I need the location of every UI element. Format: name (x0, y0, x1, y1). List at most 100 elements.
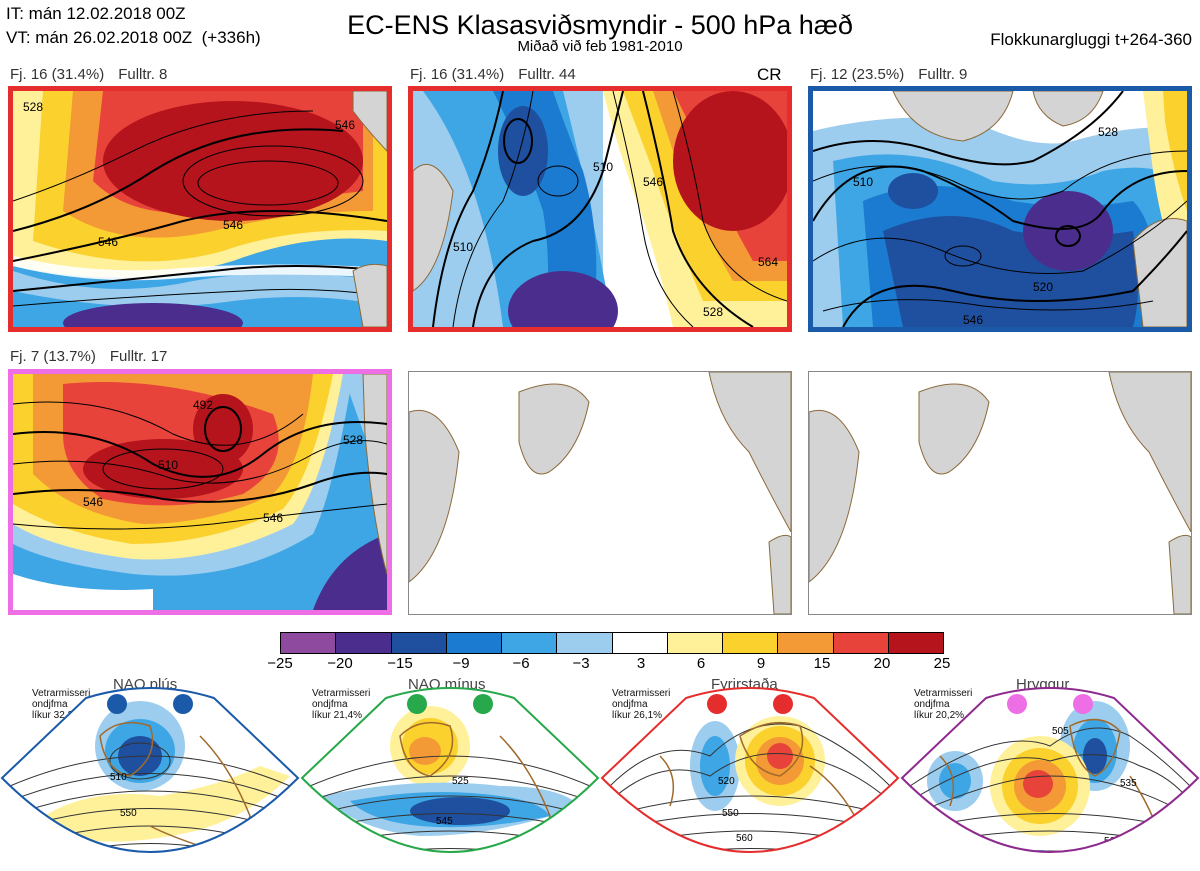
colorbar-segment (391, 633, 447, 653)
note-line: ondjfma (312, 699, 348, 710)
contour-label: 560 (736, 833, 753, 844)
note-line: Vetrarmisseri (914, 688, 973, 699)
contour-label: 528 (703, 305, 723, 319)
contour-label: 510 (110, 772, 127, 783)
empty-map-panel-6 (808, 371, 1192, 615)
anomaly-map-2: 510 510 546 564 528 (413, 91, 787, 327)
regime-map: 505 535 560 (900, 687, 1200, 853)
note-line: ondjfma (914, 699, 950, 710)
contour-label: 550 (120, 808, 137, 819)
colorbar-segment (667, 633, 723, 653)
contour-label: 545 (436, 816, 453, 827)
contour-label: 546 (963, 313, 983, 327)
contour-label: 510 (593, 160, 613, 174)
contour-label: 546 (335, 118, 355, 132)
blank-map-6 (809, 372, 1191, 614)
contour-label: 520 (1033, 280, 1053, 294)
colorbar-tick: 20 (873, 655, 891, 672)
panel-2-tag: CR (757, 65, 782, 84)
contour-label: 520 (718, 776, 735, 787)
panel-3-member: Fulltr. 9 (918, 66, 968, 83)
contour-label: 528 (1098, 125, 1118, 139)
regime-blocking: Vetrarmisseri ondjfma líkur 26,1% Fyrirs… (600, 676, 900, 871)
anomaly-map-1: 546 546 546 528 (13, 91, 387, 327)
colorbar-tick: −15 (387, 655, 413, 672)
contour-label: 550 (722, 808, 739, 819)
contour-label: 492 (193, 398, 213, 412)
contour-label: 546 (83, 495, 103, 509)
regime-note: Vetrarmisseri ondjfma líkur 26,1% (612, 688, 670, 721)
contour-label: 546 (263, 511, 283, 525)
note-line: ondjfma (32, 699, 68, 710)
colorbar-tick: −9 (452, 655, 470, 672)
classification-window: Flokkunargluggi t+264-360 (990, 30, 1192, 49)
map-panel-3: 510 520 528 546 (808, 86, 1192, 332)
anomaly-map-4: 492 510 528 546 546 (13, 374, 387, 610)
regime-nao-minus: Vetrarmisseri ondjfma líkur 21,4% NAO mí… (300, 676, 600, 871)
note-line: líkur 20,2% (914, 710, 965, 721)
regime-map: 510 550 (0, 687, 300, 853)
contour-label: 564 (758, 255, 778, 269)
colorbar-segment (778, 633, 834, 653)
contour-label: 535 (1120, 778, 1137, 789)
blank-map-5 (409, 372, 791, 614)
colorbar-segment (723, 633, 779, 653)
contour-label: 546 (223, 218, 243, 232)
note-line: líkur 32,3% (32, 710, 83, 721)
colorbar-tick: 9 (756, 655, 766, 672)
regime-nao-plus: Vetrarmisseri ondjfma líkur 32,3% NAO pl… (0, 676, 300, 871)
anomaly-map-3: 510 520 528 546 (813, 91, 1187, 327)
map-panel-1: 546 546 546 528 (8, 86, 392, 332)
note-line: ondjfma (612, 699, 648, 710)
note-line: Vetrarmisseri (312, 688, 371, 699)
panel-2-member: Fulltr. 44 (518, 66, 576, 83)
regime-note: Vetrarmisseri ondjfma líkur 32,3% (32, 688, 90, 721)
colorbar-tick: −25 (267, 655, 293, 672)
map-panel-2: 510 510 546 564 528 (408, 86, 792, 332)
note-line: Vetrarmisseri (612, 688, 671, 699)
contour-label: 525 (452, 776, 469, 787)
page-subtitle: Miðað við feb 1981-2010 (517, 38, 683, 55)
colorbar-tick: 3 (636, 655, 646, 672)
regime-map: 525 545 565 (300, 687, 600, 853)
contour-label: 528 (23, 100, 43, 114)
regime-ridge: Vetrarmisseri ondjfma líkur 20,2% Hryggu… (900, 676, 1200, 871)
contour-label: 528 (343, 433, 363, 447)
regime-note: Vetrarmisseri ondjfma líkur 20,2% (914, 688, 972, 721)
contour-label: 546 (98, 235, 118, 249)
panel-4-label: Fj. 7 (13.7%) Fulltr. 17 (10, 348, 181, 365)
panel-4-cluster: Fj. 7 (13.7%) (10, 348, 96, 365)
contour-label: 546 (643, 175, 663, 189)
regime-note: Vetrarmisseri ondjfma líkur 21,4% (312, 688, 370, 721)
colorbar-tick: 15 (813, 655, 831, 672)
colorbar-tick: −3 (572, 655, 590, 672)
panel-1-member: Fulltr. 8 (118, 66, 168, 83)
panel-2-label: Fj. 16 (31.4%) Fulltr. 44 (410, 66, 590, 83)
colorbar-segment (446, 633, 502, 653)
regime-map: 520 550 560 (600, 687, 900, 853)
panel-1-cluster: Fj. 16 (31.4%) (10, 66, 105, 83)
colorbar-segment (502, 633, 558, 653)
contour-label: 510 (853, 175, 873, 189)
note-line: líkur 21,4% (312, 710, 363, 721)
colorbar-tick: −20 (327, 655, 353, 672)
colorbar-tick: 6 (696, 655, 706, 672)
colorbar-tick: 25 (933, 655, 951, 672)
contour-label: 510 (158, 458, 178, 472)
contour-label: 510 (453, 240, 473, 254)
contour-label: 505 (1052, 726, 1069, 737)
colorbar (280, 632, 944, 654)
panel-3-cluster: Fj. 12 (23.5%) (810, 66, 905, 83)
panel-2-cluster: Fj. 16 (31.4%) (410, 66, 505, 83)
panel-3-label: Fj. 12 (23.5%) Fulltr. 9 (810, 66, 981, 83)
note-line: Vetrarmisseri (32, 688, 91, 699)
colorbar-segment (612, 633, 668, 653)
initial-time: IT: mán 12.02.2018 00Z (6, 4, 186, 23)
empty-map-panel-5 (408, 371, 792, 615)
colorbar-tick: −6 (512, 655, 530, 672)
colorbar-segment (557, 633, 613, 653)
colorbar-segment (833, 633, 889, 653)
page-title: EC-ENS Klasasviðsmyndir - 500 hPa hæð (347, 10, 853, 40)
map-panel-4: 492 510 528 546 546 (8, 369, 392, 615)
colorbar-segment (336, 633, 392, 653)
